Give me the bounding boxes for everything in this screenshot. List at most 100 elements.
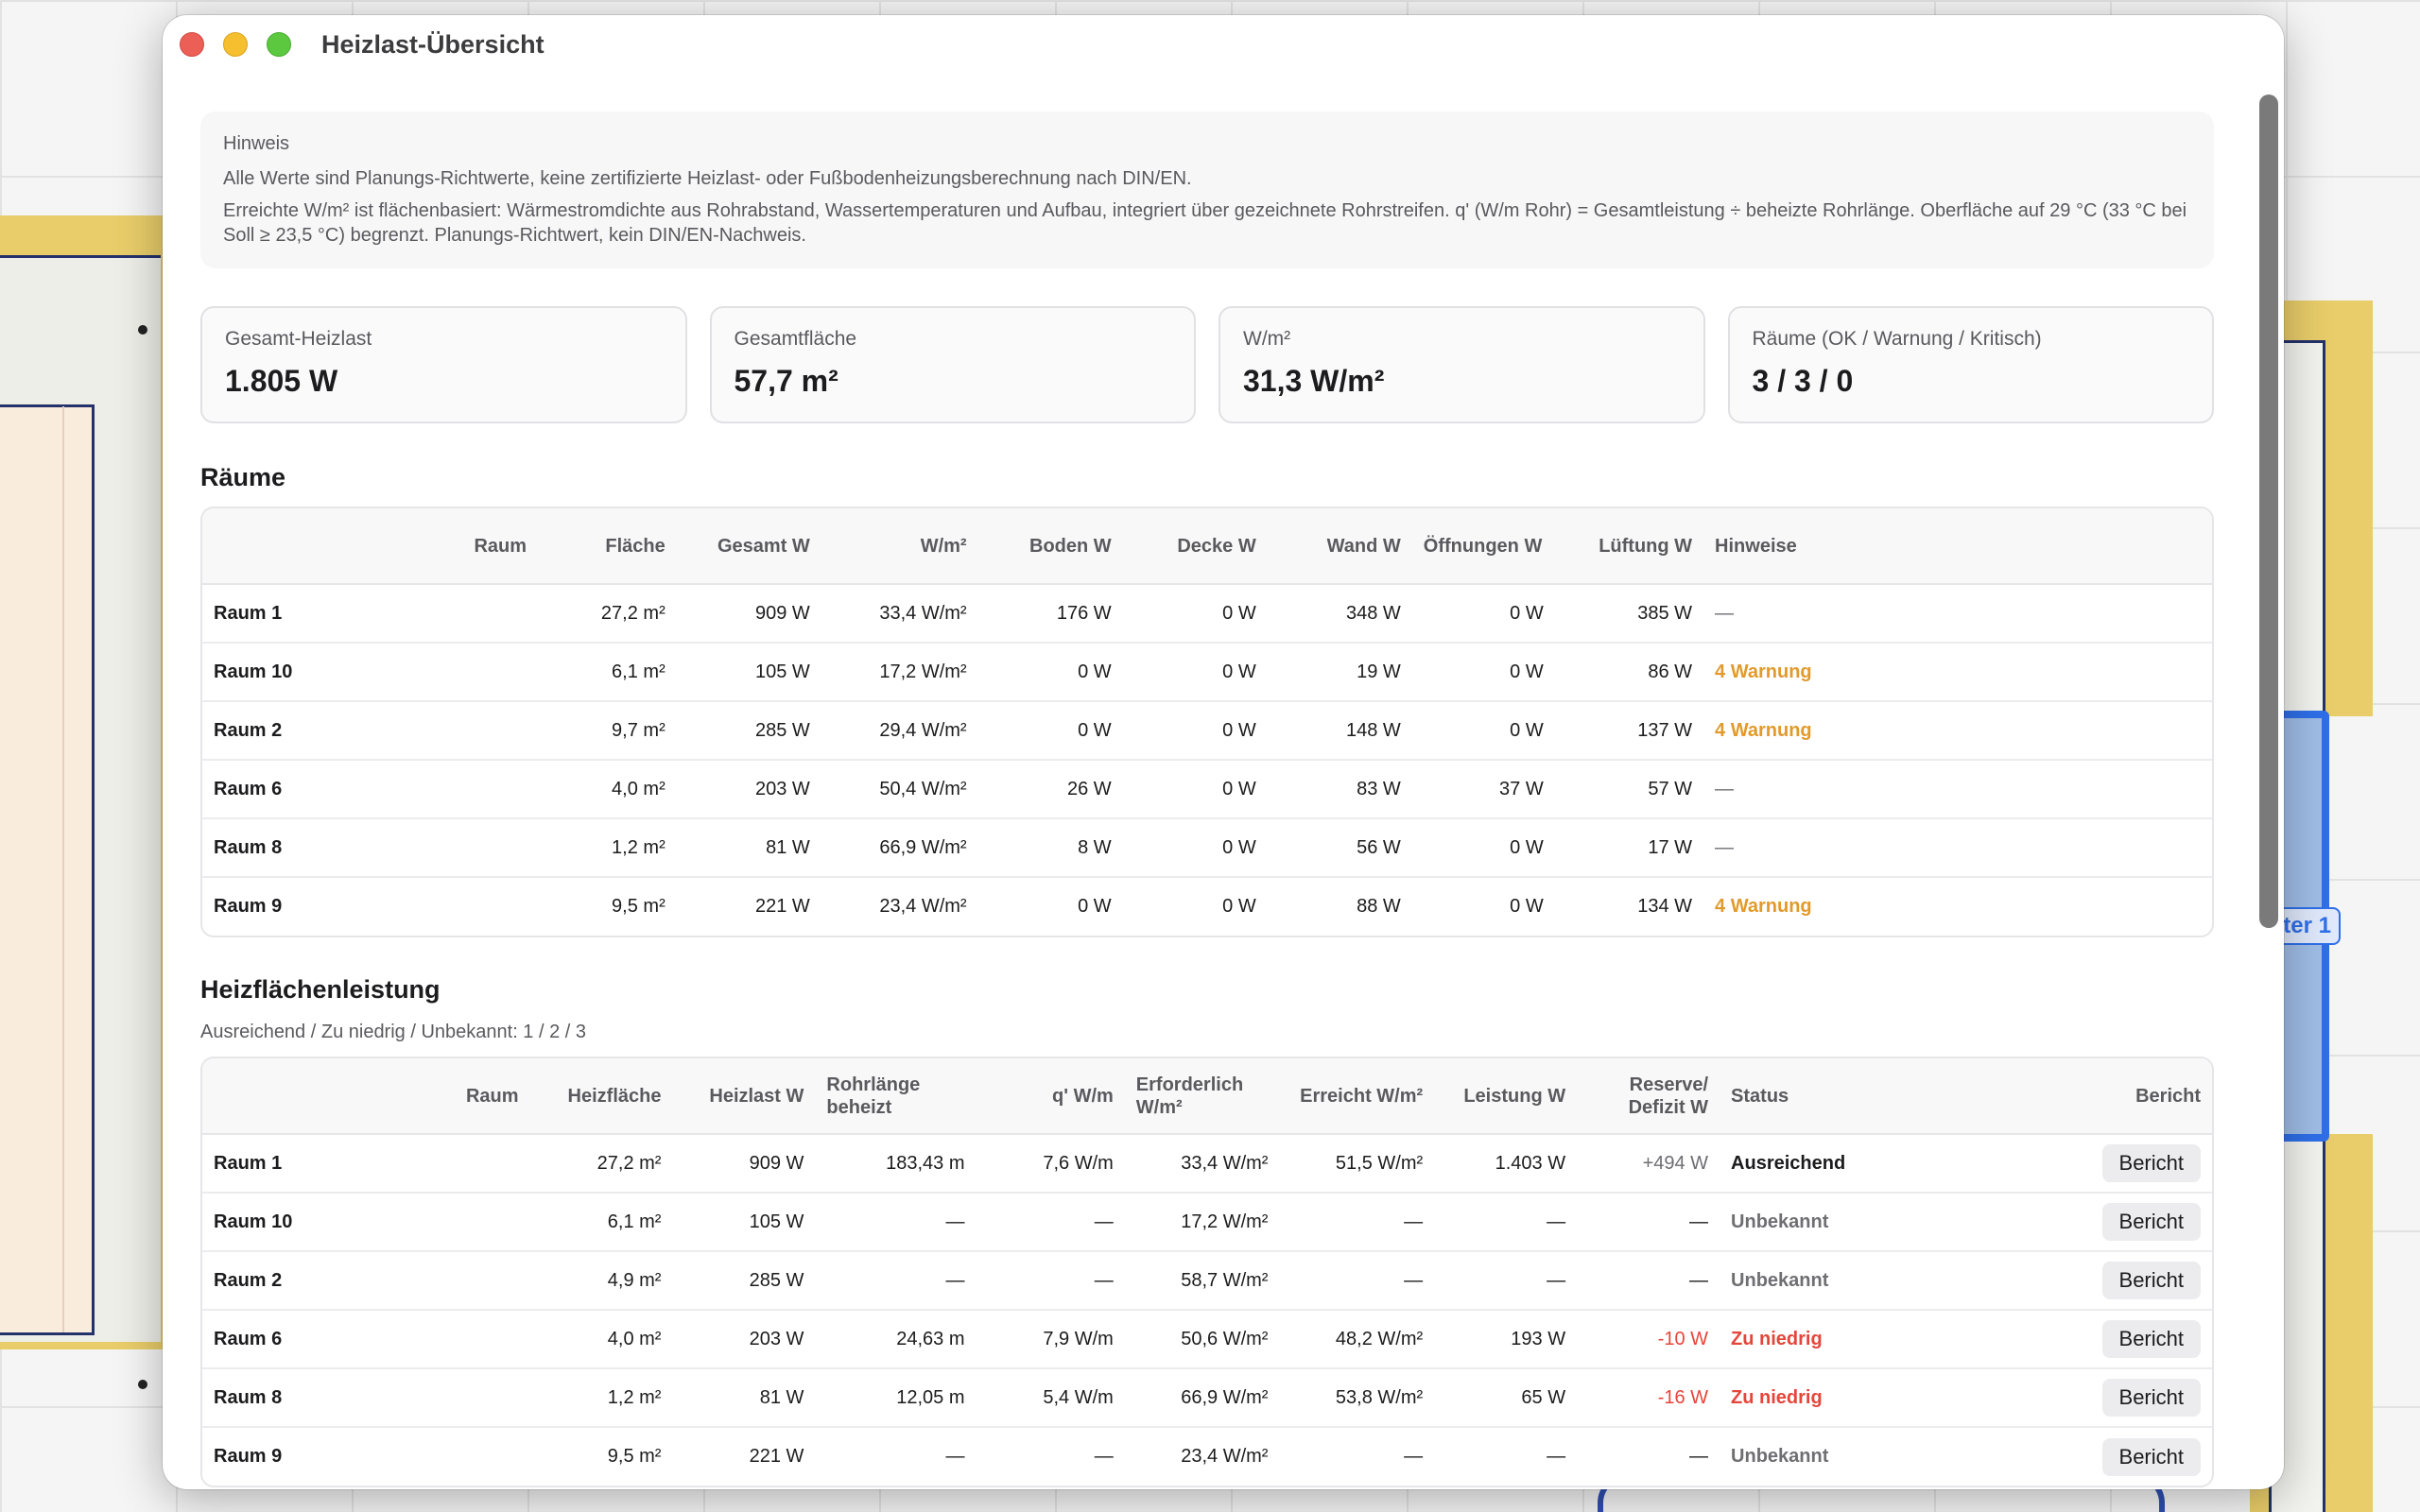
table-row[interactable]: Raum 10 6,1 m² 105 W 17,2 W/m² 0 W 0 W 1… (202, 642, 2212, 701)
report-button[interactable]: Bericht (2101, 1379, 2201, 1417)
cell-wand: 19 W (1267, 642, 1412, 701)
column-header-decke[interactable]: Decke W (1122, 508, 1268, 585)
cell-status: Zu niedrig (1720, 1367, 2012, 1427)
column-header-heizflaeche[interactable]: Heizfläche (529, 1058, 673, 1135)
table-row[interactable]: Raum 6 4,0 m² 203 W 24,63 m 7,9 W/m 50,6… (202, 1309, 2212, 1368)
heizlast-window: Heizlast-Übersicht Hinweis Alle Werte si… (163, 15, 2284, 1489)
cell-decke: 0 W (1122, 817, 1268, 877)
stat-label: Gesamt-Heizlast (225, 328, 372, 350)
cell-lueftung: 57 W (1554, 759, 1704, 818)
column-header-heizlast[interactable]: Heizlast W (672, 1058, 816, 1135)
cell-leistung: — (1434, 1192, 1578, 1251)
cell-gesamt: 909 W (754, 602, 810, 624)
titlebar[interactable]: Heizlast-Übersicht (163, 15, 2284, 74)
cell-erreicht: 51,5 W/m² (1335, 1152, 1424, 1174)
report-button[interactable]: Bericht (2101, 1262, 2201, 1299)
cell-heizflaeche: 6,1 m² (529, 1192, 673, 1251)
cell-q: — (976, 1192, 1125, 1251)
table-row[interactable]: Raum 6 4,0 m² 203 W 50,4 W/m² 26 W 0 W 8… (202, 759, 2212, 818)
cell-lueftung: 17 W (1554, 817, 1704, 877)
cell-raum: Raum 10 (202, 642, 539, 701)
column-header-flaeche[interactable]: Fläche (538, 508, 677, 585)
rooms-table: Raum Fläche Gesamt W W/m² Boden W Decke … (200, 507, 2214, 937)
table-row[interactable]: Raum 1 27,2 m² 909 W 33,4 W/m² 176 W 0 W… (202, 584, 2212, 643)
cell-reserve: -10 W (1577, 1309, 1720, 1368)
cell-q: 7,6 W/m (1043, 1152, 1114, 1174)
column-header-reserve[interactable]: Reserve/ Defizit W (1577, 1058, 1720, 1135)
column-header-boden[interactable]: Boden W (977, 508, 1123, 585)
stat-value: 3 / 3 / 0 (1752, 364, 1854, 398)
cell-erforderlich: 17,2 W/m² (1124, 1192, 1280, 1251)
window-title: Heizlast-Übersicht (321, 30, 544, 59)
cell-gesamt: 105 W (676, 642, 821, 701)
column-header-erforderlich[interactable]: Erforderlich W/m² (1124, 1058, 1280, 1135)
cell-erreicht: — (1279, 1250, 1435, 1310)
table-row[interactable]: Raum 2 4,9 m² 285 W — — 58,7 W/m² — — — … (202, 1250, 2212, 1310)
column-header-raum[interactable]: Raum (202, 1058, 530, 1135)
report-button[interactable]: Bericht (2101, 1203, 2201, 1241)
table-row[interactable]: Raum 8 1,2 m² 81 W 12,05 m 5,4 W/m 66,9 … (202, 1367, 2212, 1427)
report-button[interactable]: Bericht (2101, 1320, 2201, 1358)
cell-boden: 0 W (977, 642, 1123, 701)
cell-decke: 0 W (1122, 642, 1268, 701)
zoom-window-button[interactable] (267, 32, 291, 57)
cell-hinweise-warning[interactable]: 4 Warnung (1703, 642, 2212, 701)
floorplan-room-left-inner[interactable] (0, 404, 95, 1335)
cell-leistung: 65 W (1434, 1367, 1578, 1427)
cell-heizlast: 285 W (672, 1250, 816, 1310)
cell-oeffnungen: 0 W (1411, 642, 1555, 701)
cell-wm2: 66,9 W/m² (821, 817, 978, 877)
column-header-bericht[interactable]: Bericht (2011, 1058, 2212, 1135)
cell-boden: 0 W (977, 700, 1123, 760)
cell-erforderlich: 33,4 W/m² (1181, 1152, 1269, 1174)
cell-oeffnungen: 0 W (1411, 700, 1555, 760)
table-row[interactable]: Raum 8 1,2 m² 81 W 66,9 W/m² 8 W 0 W 56 … (202, 817, 2212, 877)
cell-q: 5,4 W/m (976, 1367, 1125, 1427)
cell-wand: 348 W (1345, 602, 1401, 624)
column-header-wm2[interactable]: W/m² (821, 508, 978, 585)
cell-raum: Raum 8 (202, 817, 539, 877)
floorplan-vertex-dot[interactable] (138, 325, 147, 335)
cell-erforderlich: 58,7 W/m² (1124, 1250, 1280, 1310)
table-row[interactable]: Raum 9 9,5 m² 221 W — — 23,4 W/m² — — — … (202, 1426, 2212, 1486)
report-button[interactable]: Bericht (2101, 1144, 2201, 1182)
table-row[interactable]: Raum 1 27,2 m² 909 W 183,43 m 7,6 W/m 33… (202, 1134, 2212, 1193)
cell-oeffnungen: 0 W (1510, 602, 1544, 624)
column-header-oeffnungen[interactable]: Öffnungen W (1411, 508, 1555, 585)
cell-boden: 176 W (1056, 602, 1112, 624)
column-header-leistung[interactable]: Leistung W (1434, 1058, 1578, 1135)
cell-rohrlaenge: 183,43 m (886, 1152, 965, 1174)
minimize-window-button[interactable] (223, 32, 248, 57)
stat-card-density: W/m² 31,3 W/m² (1219, 306, 1705, 423)
cell-raum: Raum 9 (202, 876, 539, 936)
cell-q: 7,9 W/m (976, 1309, 1125, 1368)
table-row[interactable]: Raum 10 6,1 m² 105 W — — 17,2 W/m² — — —… (202, 1192, 2212, 1251)
cell-erreicht: 53,8 W/m² (1279, 1367, 1435, 1427)
cell-hinweise-warning[interactable]: 4 Warnung (1703, 700, 2212, 760)
cell-hinweise-warning[interactable]: 4 Warnung (1703, 876, 2212, 936)
column-header-erreicht[interactable]: Erreicht W/m² (1279, 1058, 1435, 1135)
cell-reserve: +494 W (1642, 1152, 1709, 1174)
cell-q: — (976, 1250, 1125, 1310)
column-header-hinweise[interactable]: Hinweise (1703, 508, 2212, 585)
scrollbar-thumb[interactable] (2259, 94, 2278, 928)
table-row[interactable]: Raum 2 9,7 m² 285 W 29,4 W/m² 0 W 0 W 14… (202, 700, 2212, 760)
stat-value: 57,7 m² (734, 364, 838, 398)
cell-reserve: — (1577, 1426, 1720, 1486)
column-header-gesamt[interactable]: Gesamt W (676, 508, 821, 585)
column-header-rohrlaenge[interactable]: Rohrlänge beheizt (815, 1058, 977, 1135)
cell-reserve: -16 W (1577, 1367, 1720, 1427)
column-header-lueftung[interactable]: Lüftung W (1554, 508, 1704, 585)
column-header-status[interactable]: Status (1720, 1058, 2012, 1135)
report-button[interactable]: Bericht (2101, 1437, 2201, 1476)
cell-heizflaeche: 4,9 m² (529, 1250, 673, 1310)
column-header-wand[interactable]: Wand W (1267, 508, 1412, 585)
column-header-q[interactable]: q' W/m (976, 1058, 1125, 1135)
cell-status: Unbekannt (1720, 1192, 2012, 1251)
close-window-button[interactable] (180, 32, 204, 57)
floorplan-vertex-dot[interactable] (138, 1380, 147, 1389)
cell-erreicht: — (1279, 1192, 1435, 1251)
table-row[interactable]: Raum 9 9,5 m² 221 W 23,4 W/m² 0 W 0 W 88… (202, 876, 2212, 936)
column-header-raum[interactable]: Raum (202, 508, 539, 585)
cell-flaeche: 9,7 m² (538, 700, 677, 760)
